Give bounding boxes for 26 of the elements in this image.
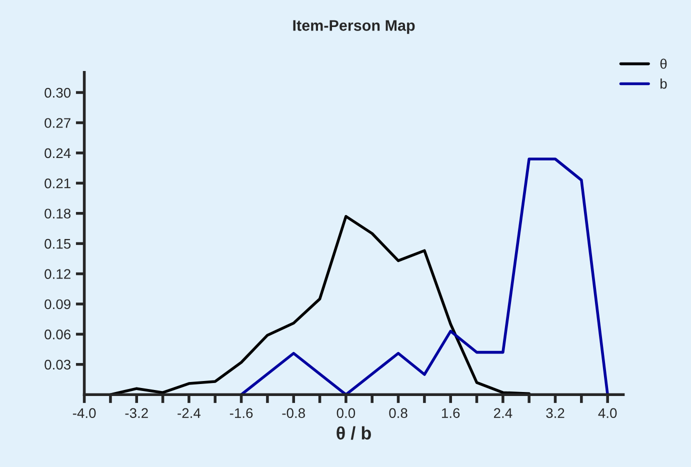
x-tick-label: 3.2 [546,408,564,418]
x-tick-label: -0.8 [282,408,305,418]
x-tick-label: 2.4 [494,408,512,418]
y-tick-label: 0.18 [44,208,71,219]
y-tick-label: 0.03 [44,360,70,370]
x-tick-label: 0.0 [336,408,356,418]
x-tick-label: 1.6 [442,408,460,418]
x-tick-label: 0.8 [389,408,408,418]
y-tick-label: 0.09 [44,299,70,310]
chart-title: Item-Person Map [293,20,415,34]
x-tick-label: -4.0 [72,408,96,418]
x-tick-label: -3.2 [125,408,148,418]
y-tick-label: 0.24 [44,148,71,158]
y-tick-label: 0.21 [44,178,70,188]
y-tick-label: 0.27 [44,118,70,128]
y-tick-label: 0.30 [44,88,71,98]
y-tick-label: 0.12 [44,269,70,279]
x-tick-label: 4.0 [598,408,617,418]
x-tick-label: -1.6 [230,408,253,418]
legend-label: θ [660,58,667,69]
y-tick-label: 0.06 [44,330,70,340]
legend-label: b [660,78,667,89]
x-tick-label: -2.4 [178,408,201,418]
y-tick-label: 0.15 [44,238,71,249]
line-series [240,158,609,395]
x-axis-title: θ / b [336,426,371,440]
